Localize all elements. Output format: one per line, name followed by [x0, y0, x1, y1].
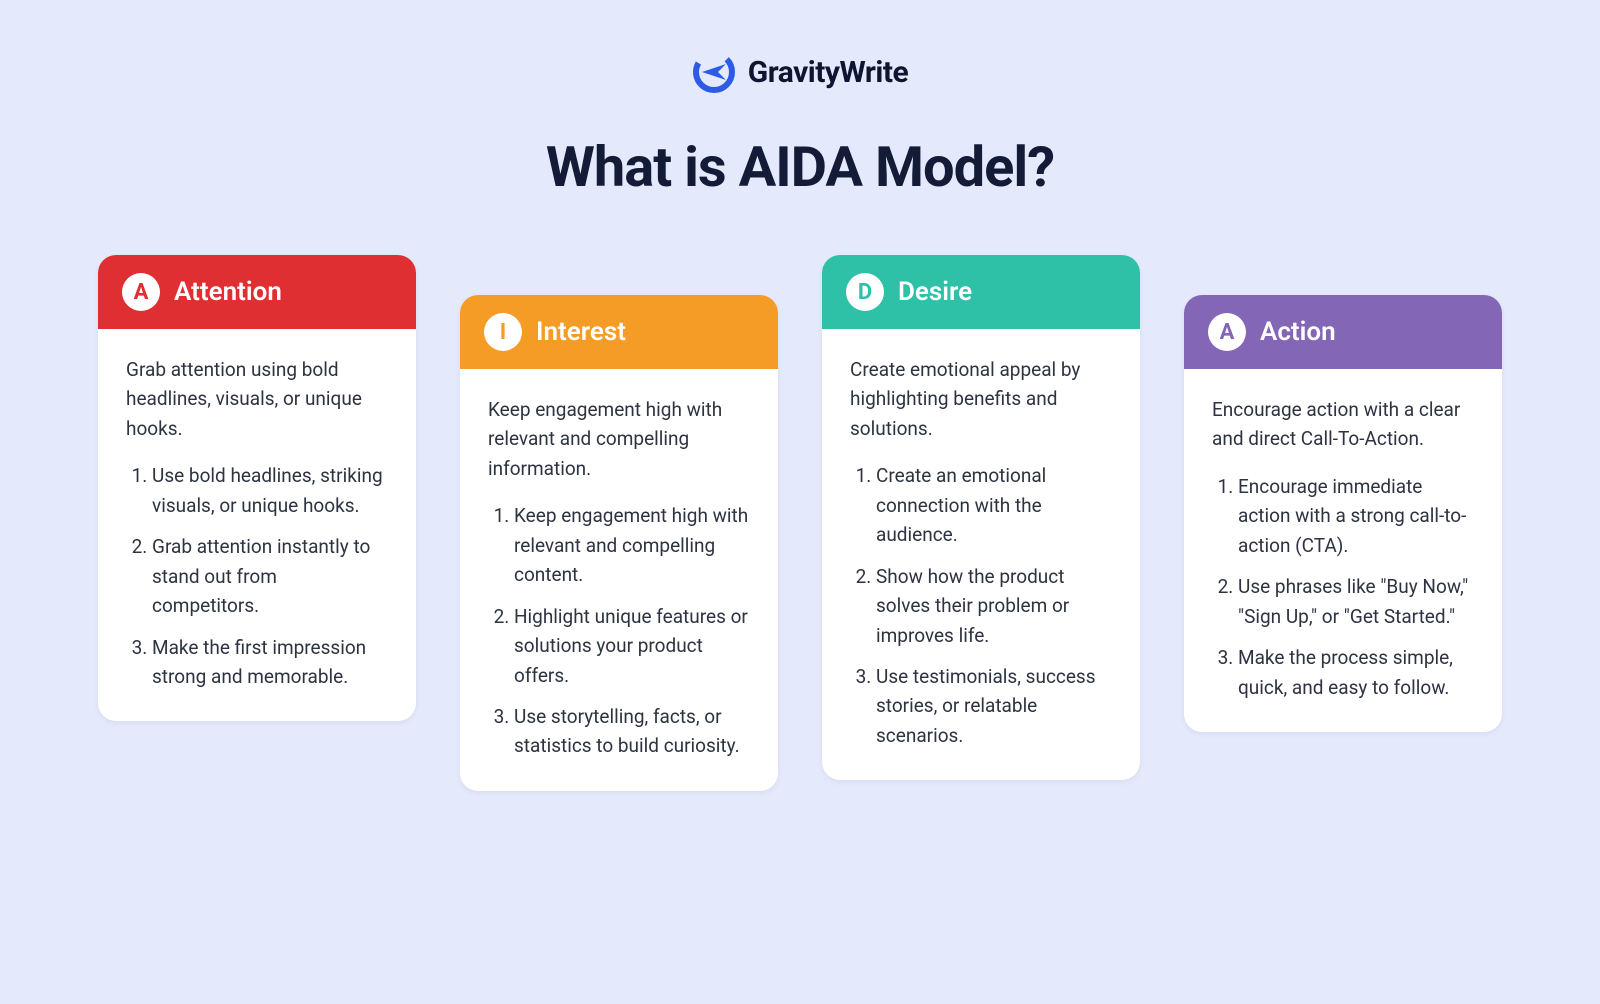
card-letter-badge: D [846, 273, 884, 311]
card-action: A Action Encourage action with a clear a… [1184, 295, 1502, 732]
card-title: Interest [536, 317, 626, 347]
list-item: Use bold headlines, striking visuals, or… [152, 461, 388, 520]
list-item: Make the first impression strong and mem… [152, 633, 388, 692]
card-letter: D [858, 280, 872, 305]
card-header: I Interest [460, 295, 778, 369]
card-list: Use bold headlines, striking visuals, or… [126, 461, 388, 691]
card-body: Encourage action with a clear and direct… [1184, 369, 1502, 732]
cards-row: A Attention Grab attention using bold he… [90, 255, 1510, 791]
card-description: Create emotional appeal by highlighting … [850, 355, 1112, 443]
list-item: Use testimonials, success stories, or re… [876, 662, 1112, 750]
card-letter: A [1220, 320, 1235, 345]
card-letter-badge: A [122, 273, 160, 311]
gravitywrite-logo-icon [692, 50, 736, 94]
card-desire: D Desire Create emotional appeal by high… [822, 255, 1140, 780]
logo-text: GravityWrite [748, 55, 908, 90]
card-letter: A [134, 280, 149, 305]
card-description: Grab attention using bold headlines, vis… [126, 355, 388, 443]
list-item: Grab attention instantly to stand out fr… [152, 532, 388, 620]
card-list: Create an emotional connection with the … [850, 461, 1112, 750]
card-header: D Desire [822, 255, 1140, 329]
list-item: Create an emotional connection with the … [876, 461, 1112, 549]
card-letter: I [500, 320, 506, 345]
card-list: Encourage immediate action with a strong… [1212, 472, 1474, 702]
card-title: Attention [174, 277, 282, 307]
card-header: A Action [1184, 295, 1502, 369]
page-title: What is AIDA Model? [546, 134, 1054, 200]
card-interest: I Interest Keep engagement high with rel… [460, 295, 778, 791]
card-body: Keep engagement high with relevant and c… [460, 369, 778, 791]
list-item: Encourage immediate action with a strong… [1238, 472, 1474, 560]
list-item: Highlight unique features or solutions y… [514, 602, 750, 690]
list-item: Make the process simple, quick, and easy… [1238, 643, 1474, 702]
list-item: Use storytelling, facts, or statistics t… [514, 702, 750, 761]
infographic-container: GravityWrite What is AIDA Model? A Atten… [0, 0, 1600, 1004]
card-letter-badge: I [484, 313, 522, 351]
card-body: Grab attention using bold headlines, vis… [98, 329, 416, 721]
card-list: Keep engagement high with relevant and c… [488, 501, 750, 761]
card-description: Encourage action with a clear and direct… [1212, 395, 1474, 454]
card-body: Create emotional appeal by highlighting … [822, 329, 1140, 780]
card-title: Desire [898, 277, 972, 307]
card-letter-badge: A [1208, 313, 1246, 351]
card-header: A Attention [98, 255, 416, 329]
list-item: Show how the product solves their proble… [876, 562, 1112, 650]
list-item: Keep engagement high with relevant and c… [514, 501, 750, 589]
card-description: Keep engagement high with relevant and c… [488, 395, 750, 483]
card-title: Action [1260, 317, 1336, 347]
logo: GravityWrite [692, 50, 908, 94]
card-attention: A Attention Grab attention using bold he… [98, 255, 416, 721]
list-item: Use phrases like "Buy Now," "Sign Up," o… [1238, 572, 1474, 631]
